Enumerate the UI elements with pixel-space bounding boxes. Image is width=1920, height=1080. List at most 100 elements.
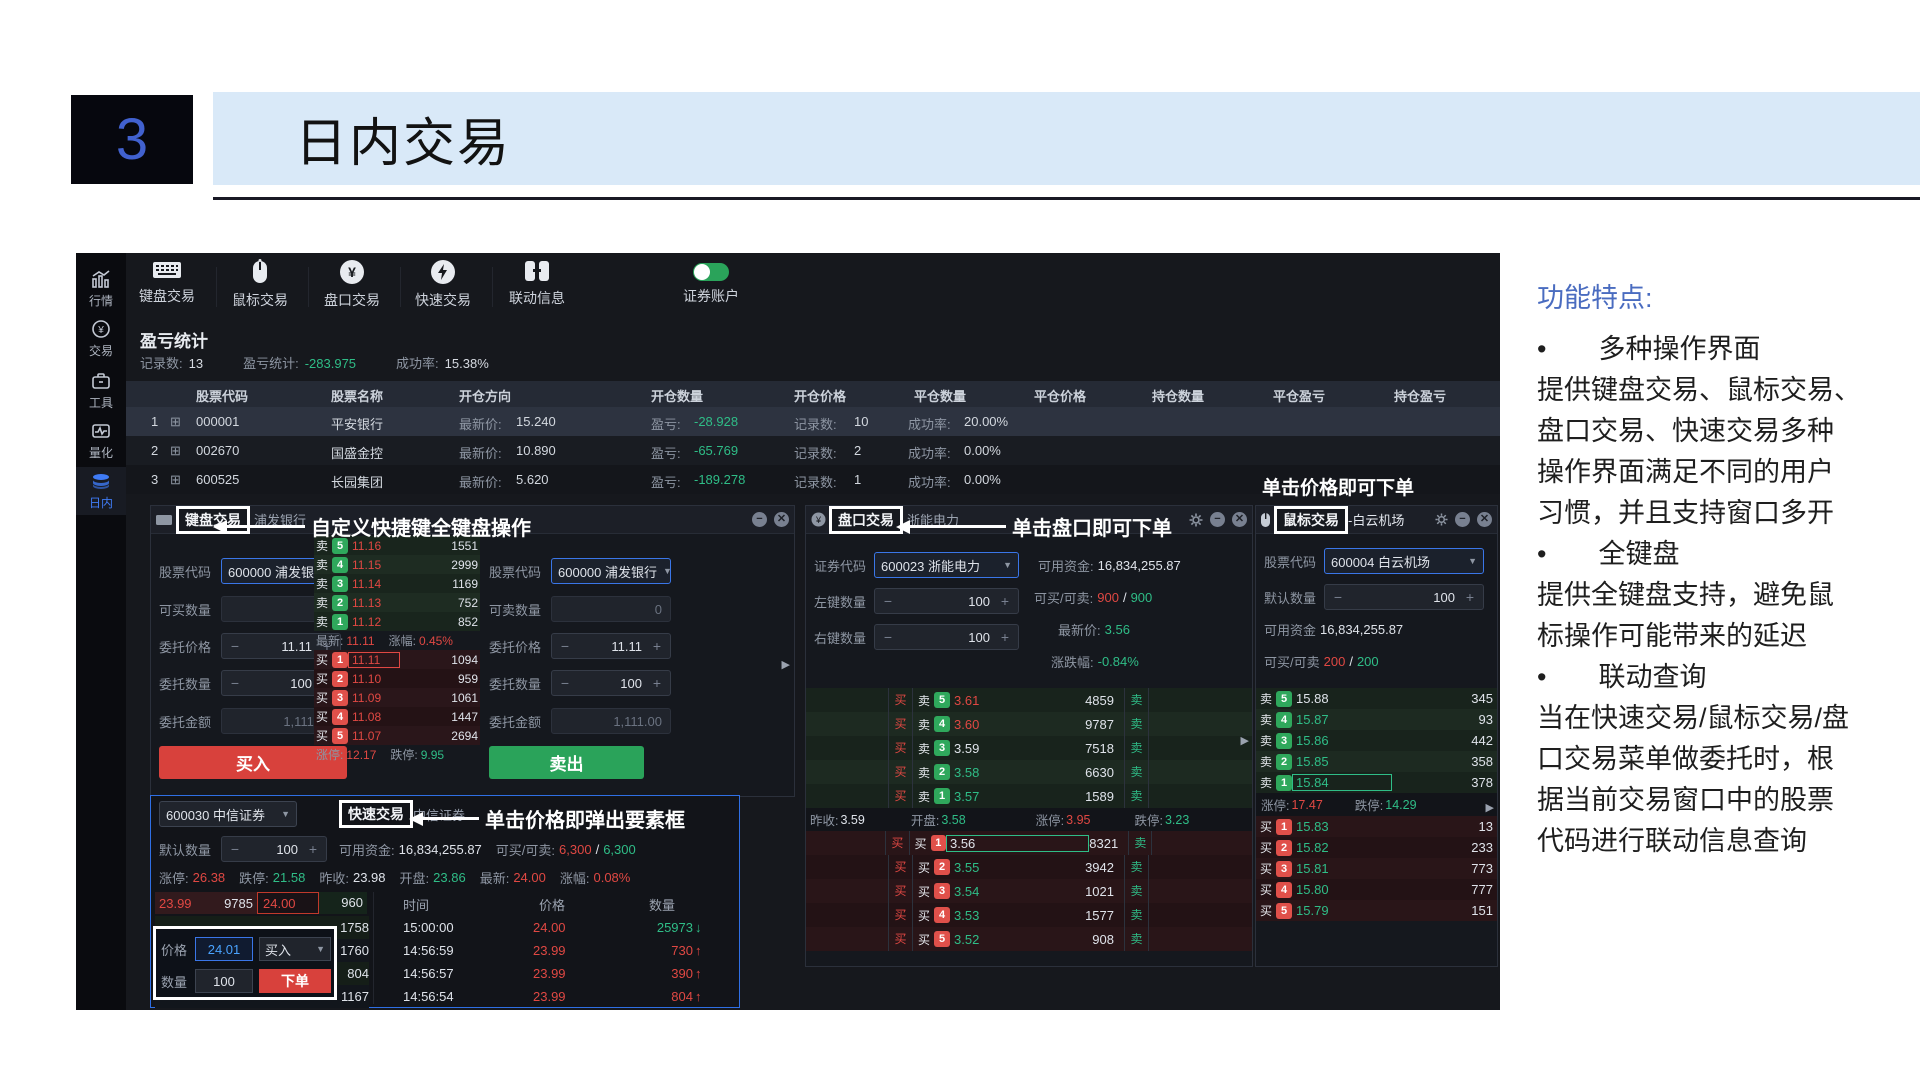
minimize-icon[interactable]: − [1455, 512, 1470, 527]
kb-sell-code-select[interactable]: 600000 浦发银行 ▼ [551, 558, 672, 584]
expand-panel-arrow-icon[interactable]: ▶ [1240, 735, 1249, 747]
mouse-panel-titlebar[interactable]: 鼠标交易 -白云机场 − ✕ [1256, 505, 1497, 534]
toolbar-account-toggle[interactable]: 证券账户 [668, 259, 754, 315]
popup-side-select[interactable]: 买入 ▼ [259, 937, 331, 961]
quick-stock-select[interactable]: 600030 中信证券 ▼ [159, 801, 297, 827]
expand-icon[interactable]: ⊞ [170, 414, 181, 429]
plus-icon[interactable]: + [322, 638, 332, 654]
minus-icon[interactable]: − [883, 593, 893, 609]
kb-sell-price-stepper[interactable]: −11.11 + [551, 633, 671, 659]
sell-action-cell[interactable]: 卖 [1124, 712, 1148, 736]
toolbar-pankou-trade[interactable]: ¥ 盘口交易 [309, 259, 395, 315]
minus-icon[interactable]: − [230, 675, 240, 691]
sell-action-cell[interactable]: 卖 [1124, 784, 1148, 808]
bid-row[interactable]: 买买 3 3.54 1021 卖 [806, 879, 1252, 903]
bid-row[interactable]: 买 4 15.80 777 [1256, 879, 1497, 900]
sidebar-item-intraday[interactable]: 日内 [76, 467, 126, 515]
bid-row[interactable]: 买 1 15.83 13 [1256, 816, 1497, 837]
plus-icon[interactable]: + [1000, 629, 1010, 645]
ask-row[interactable]: 买卖 4 3.60 9787 卖 [806, 712, 1252, 736]
expand-panel-arrow-icon[interactable]: ▶ [1485, 802, 1494, 814]
close-icon[interactable]: ✕ [1232, 512, 1247, 527]
ask-row[interactable]: 卖 2 15.85 358 [1256, 751, 1497, 772]
pnl-table-row[interactable]: 1 ⊞ 000001 平安银行 最新价: 15.240 盈亏: -28.928 … [126, 407, 1500, 436]
sell-action-cell[interactable]: 卖 [1128, 831, 1151, 855]
sidebar-item-tools[interactable]: 工具 [76, 367, 126, 415]
buy-action-cell[interactable]: 买 [889, 688, 913, 712]
toolbar-keyboard-trade[interactable]: 键盘交易 [124, 259, 210, 315]
bid-cell[interactable]: 23.99 9785 [155, 892, 257, 914]
toolbar-mouse-trade[interactable]: 鼠标交易 [217, 259, 303, 315]
minus-icon[interactable]: − [1333, 589, 1343, 605]
popup-price-input[interactable]: 24.01 [195, 937, 253, 961]
ask-row[interactable]: 买卖 3 3.59 7518 卖 [806, 736, 1252, 760]
sidebar-item-trade[interactable]: ¥ 交易 [76, 315, 126, 363]
keyboard-panel-titlebar[interactable]: 键盘交易 浦发银行 − ✕ [151, 505, 794, 534]
pankou-panel-titlebar[interactable]: ¥ 盘口交易 浙能电力 − ✕ [806, 505, 1252, 534]
sidebar-item-quotes[interactable]: 行情 [76, 265, 126, 313]
buy-action-cell[interactable]: 买 [889, 712, 913, 736]
ask-vol-cell[interactable]: 960 [319, 892, 367, 914]
bid-row[interactable]: 买 2 15.82 233 [1256, 837, 1497, 858]
sell-action-cell[interactable]: 卖 [1124, 927, 1148, 951]
pankou-right-qty-stepper[interactable]: −100 + [874, 624, 1019, 650]
selected-price-cell[interactable]: 24.00 [257, 892, 319, 914]
bid-row[interactable]: 买买 2 3.55 3942 卖 [806, 855, 1252, 879]
pankou-code-select[interactable]: 600023 浙能电力 ▼ [874, 552, 1019, 578]
toolbar-link-info[interactable]: 联动信息 [494, 259, 580, 315]
bid-row[interactable]: 买买 4 3.53 1577 卖 [806, 903, 1252, 927]
plus-icon[interactable]: + [1000, 593, 1010, 609]
account-toggle-switch[interactable] [693, 263, 729, 281]
ask-row[interactable]: 卖 1 15.84 378 [1256, 772, 1497, 793]
sell-button[interactable]: 卖出 [489, 746, 644, 779]
buy-action-cell[interactable]: 买 [889, 855, 913, 879]
plus-icon[interactable]: + [652, 638, 662, 654]
ask-row[interactable]: 卖 5 15.88 345 [1256, 688, 1497, 709]
quick-qty-stepper[interactable]: −100 + [221, 836, 328, 862]
bid-row[interactable]: 买买 5 3.52 908 卖 [806, 927, 1252, 951]
plus-icon[interactable]: + [1465, 589, 1475, 605]
pankou-left-qty-stepper[interactable]: −100 + [874, 588, 1019, 614]
bid-row[interactable]: 买 1 11.11 1094 [314, 650, 480, 669]
minus-icon[interactable]: − [883, 629, 893, 645]
ask-row[interactable]: 卖 2 11.13 752 [314, 593, 480, 612]
ask-row[interactable]: 卖 3 11.14 1169 [314, 574, 480, 593]
toolbar-quick-trade[interactable]: 快速交易 [400, 259, 486, 315]
mouse-qty-stepper[interactable]: −100 + [1324, 584, 1484, 610]
kb-sell-amount-input[interactable]: 1,111.00 [551, 708, 671, 734]
expand-icon[interactable]: ⊞ [170, 443, 181, 458]
ask-row[interactable]: 买卖 1 3.57 1589 卖 [806, 784, 1252, 808]
minimize-icon[interactable]: − [752, 512, 767, 527]
minus-icon[interactable]: − [560, 638, 570, 654]
ask-row[interactable]: 卖 4 11.15 2999 [314, 555, 480, 574]
bid-row[interactable]: 买 3 15.81 773 [1256, 858, 1497, 879]
ask-row[interactable]: 买卖 2 3.58 6630 卖 [806, 760, 1252, 784]
buy-action-cell[interactable]: 买 [889, 736, 913, 760]
plus-icon[interactable]: + [652, 675, 662, 691]
bid-row[interactable]: 买 5 11.07 2694 [314, 726, 480, 745]
minus-icon[interactable]: − [230, 841, 240, 857]
bid-row[interactable]: 买 5 15.79 151 [1256, 900, 1497, 921]
bid-row[interactable]: 买 2 11.10 959 [314, 669, 480, 688]
bid-row[interactable]: 买买 1 3.56 8321 卖 [806, 831, 1252, 855]
quick-ladder-top[interactable]: 23.99 9785 24.00 960 [155, 892, 367, 914]
buy-action-cell[interactable]: 买 [889, 927, 913, 951]
sell-action-cell[interactable]: 卖 [1124, 903, 1148, 927]
buy-button[interactable]: 买入 [159, 746, 347, 779]
pnl-table-row[interactable]: 2 ⊞ 002670 国盛金控 最新价: 10.890 盈亏: -65.769 … [126, 436, 1500, 465]
ask-row[interactable]: 卖 3 15.86 442 [1256, 730, 1497, 751]
bid-row[interactable]: 买 3 11.09 1061 [314, 688, 480, 707]
sell-action-cell[interactable]: 卖 [1124, 855, 1148, 879]
ask-row[interactable]: 卖 5 11.16 1551 [314, 536, 480, 555]
buy-action-cell[interactable]: 买 [886, 831, 910, 855]
sell-action-cell[interactable]: 卖 [1124, 688, 1148, 712]
buy-action-cell[interactable]: 买 [889, 760, 913, 784]
gear-icon[interactable] [1435, 513, 1448, 526]
sell-action-cell[interactable]: 卖 [1124, 760, 1148, 784]
kb-sell-avail-input[interactable]: 0 [551, 596, 671, 622]
kb-sell-qty-stepper[interactable]: −100 + [551, 670, 671, 696]
sidebar-item-quant[interactable]: 量化 [76, 417, 126, 465]
buy-action-cell[interactable]: 买 [889, 903, 913, 927]
minus-icon[interactable]: − [230, 638, 240, 654]
close-icon[interactable]: ✕ [1477, 512, 1492, 527]
